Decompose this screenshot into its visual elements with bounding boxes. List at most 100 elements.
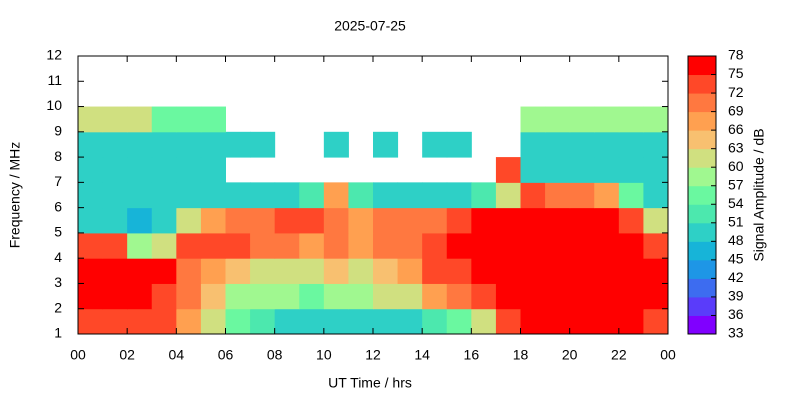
x-tick-label: 08 [267, 347, 283, 363]
heat-cell [151, 207, 177, 234]
heat-cell [495, 258, 521, 284]
heat-cell [299, 207, 325, 234]
y-tick-label: 6 [54, 198, 62, 214]
x-tick-label: 00 [660, 347, 676, 363]
heat-cell [250, 308, 276, 335]
heat-cell [373, 207, 399, 234]
colorbar-tick-label: 66 [728, 121, 744, 137]
heat-cell [78, 283, 104, 310]
heat-cell [299, 182, 325, 209]
x-tick-label: 10 [316, 347, 332, 363]
x-tick-label: 04 [169, 347, 185, 363]
heat-cell [471, 283, 497, 310]
heat-cell [643, 131, 669, 158]
heat-cell [225, 258, 251, 284]
colorbar-segment [688, 185, 716, 205]
heat-cell [471, 258, 497, 284]
heat-cell [569, 258, 595, 284]
heat-cell [618, 157, 644, 183]
heat-cell [520, 258, 546, 284]
heat-cell [151, 182, 177, 209]
heat-cell [102, 182, 128, 209]
heat-cell [250, 232, 276, 259]
heat-cell [594, 232, 620, 259]
heat-cell [323, 258, 349, 284]
heat-cell [200, 283, 226, 310]
heat-cell [397, 283, 423, 310]
heat-cell [225, 182, 251, 209]
heat-cell [225, 283, 251, 310]
heat-cell [643, 157, 669, 183]
y-tick-label: 2 [54, 299, 62, 315]
heat-cell [225, 232, 251, 259]
y-tick-label: 8 [54, 148, 62, 164]
heat-cell [200, 232, 226, 259]
colorbar-tick-label: 54 [728, 195, 744, 211]
heat-cell [78, 232, 104, 259]
heat-cell [176, 182, 202, 209]
colorbar-segment [688, 204, 716, 224]
heat-cell [250, 131, 276, 158]
x-tick-label: 06 [218, 347, 234, 363]
x-tick-label: 20 [562, 347, 578, 363]
heat-cell [643, 283, 669, 310]
heat-cell [274, 232, 300, 259]
heat-cell [618, 308, 644, 335]
heat-cell [618, 106, 644, 133]
y-tick-label: 7 [54, 173, 62, 189]
heat-cell [127, 258, 153, 284]
colorbar-tick-label: 60 [728, 158, 744, 174]
heat-cell [545, 207, 571, 234]
heat-cell [127, 106, 153, 133]
heat-cell [446, 207, 472, 234]
heat-cell [422, 232, 448, 259]
heat-cell [299, 232, 325, 259]
heat-cell [151, 106, 177, 133]
heat-cell [471, 182, 497, 209]
heat-cell [545, 258, 571, 284]
heat-cell [250, 258, 276, 284]
heat-cell [299, 283, 325, 310]
colorbar-tick-label: 48 [728, 232, 744, 248]
x-tick-label: 14 [414, 347, 430, 363]
heat-cell [102, 258, 128, 284]
heat-cell [274, 283, 300, 310]
colorbar-segment [688, 241, 716, 261]
colorbar-segment [688, 167, 716, 187]
heat-cell [323, 131, 349, 158]
colorbar-tick-label: 63 [728, 139, 744, 155]
heat-cell [594, 283, 620, 310]
heat-cell [594, 258, 620, 284]
colorbar-tick-label: 57 [728, 176, 744, 192]
heat-cell [348, 232, 374, 259]
y-tick-label: 11 [47, 72, 62, 88]
colorbar-tick-label: 42 [728, 269, 744, 285]
colorbar-tick-label: 69 [728, 102, 744, 118]
heat-cell [200, 157, 226, 183]
heat-cell [102, 283, 128, 310]
heat-cell [643, 182, 669, 209]
heat-cell [520, 106, 546, 133]
heat-cell [569, 106, 595, 133]
heat-cell [643, 308, 669, 335]
x-axis-label: UT Time / hrs [328, 375, 412, 391]
heat-cell [176, 157, 202, 183]
colorbar-tick-label: 72 [728, 84, 744, 100]
heat-cell [594, 131, 620, 158]
x-tick-label: 22 [611, 347, 627, 363]
heat-cell [373, 232, 399, 259]
heat-cell [520, 232, 546, 259]
heat-cell [127, 131, 153, 158]
heat-cell [127, 182, 153, 209]
heat-cell [127, 283, 153, 310]
heat-cell [520, 207, 546, 234]
heat-cell [520, 283, 546, 310]
heat-cell [323, 182, 349, 209]
heat-cell [594, 182, 620, 209]
heat-cell [78, 207, 104, 234]
heat-cell [200, 308, 226, 335]
heat-cell [176, 308, 202, 335]
heat-cell [545, 157, 571, 183]
heat-cell [323, 308, 349, 335]
